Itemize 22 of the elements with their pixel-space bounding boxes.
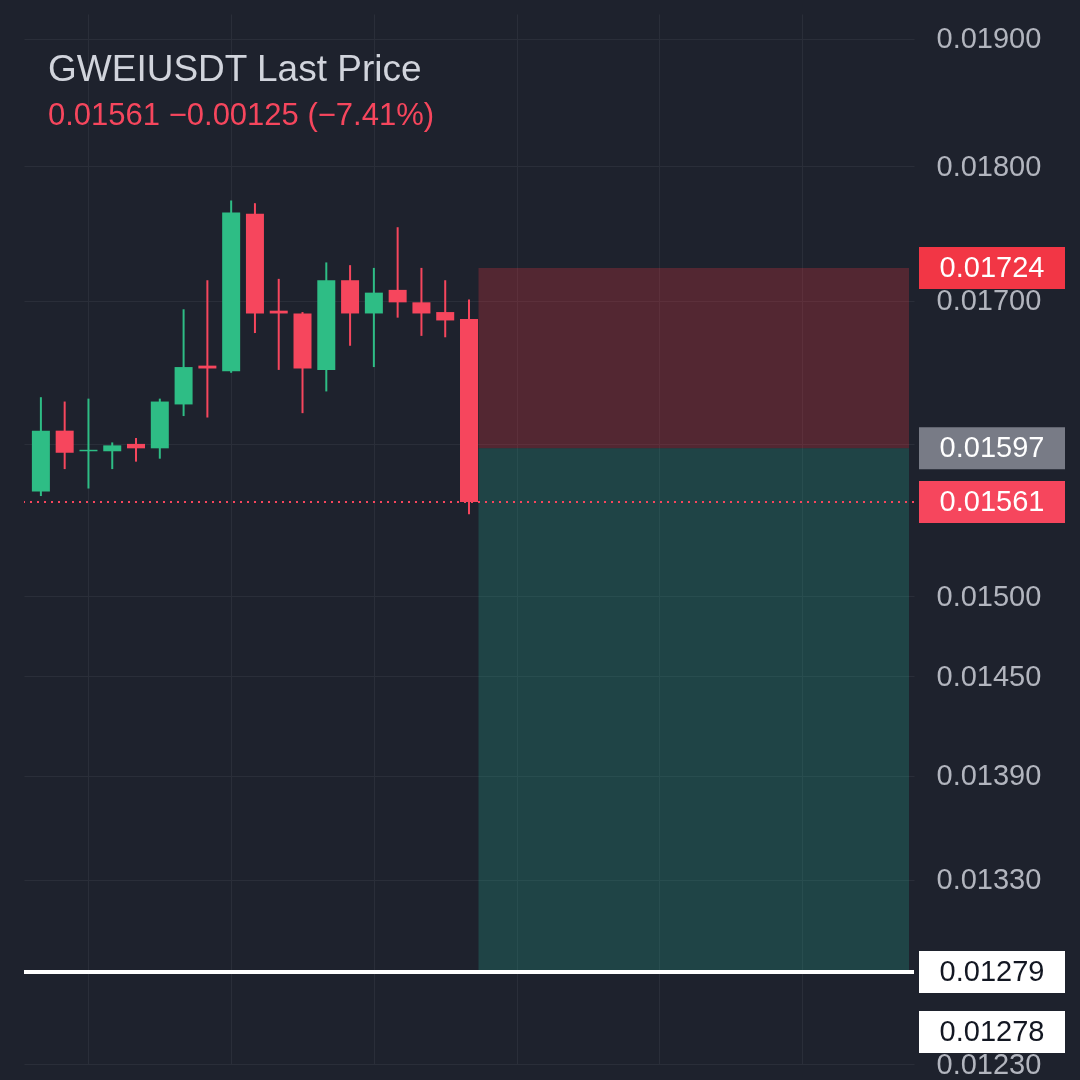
candlestick bbox=[388, 226, 407, 319]
y-tick-label: 0.01330 bbox=[936, 863, 1042, 896]
candlestick bbox=[103, 441, 122, 471]
y-tick-label: 0.01900 bbox=[936, 22, 1042, 55]
y-tick-label: 0.01800 bbox=[936, 149, 1042, 182]
candlestick bbox=[412, 266, 431, 337]
ref-line-label: 0.01561 bbox=[939, 485, 1045, 518]
ref-line-label: 0.01279 bbox=[939, 954, 1045, 987]
candlestick bbox=[127, 437, 146, 463]
y-tick-label: 0.01450 bbox=[936, 659, 1042, 692]
y-tick-label: 0.01390 bbox=[936, 759, 1042, 792]
y-tick-label: 0.01230 bbox=[936, 1047, 1042, 1080]
band-label: 0.01724 bbox=[939, 250, 1045, 283]
y-tick-label: 0.01500 bbox=[936, 579, 1042, 612]
text: GWEIUSDT Last Price bbox=[48, 48, 422, 89]
text: 0.01561 −0.00125 (−7.41%) bbox=[48, 97, 435, 132]
candlestick bbox=[55, 400, 74, 471]
candlestick bbox=[436, 279, 455, 339]
y-tick-label: 0.01700 bbox=[936, 284, 1042, 317]
band-label: 0.01597 bbox=[939, 431, 1045, 464]
text: 0.01278 bbox=[939, 1015, 1045, 1047]
candlestick bbox=[364, 266, 383, 369]
